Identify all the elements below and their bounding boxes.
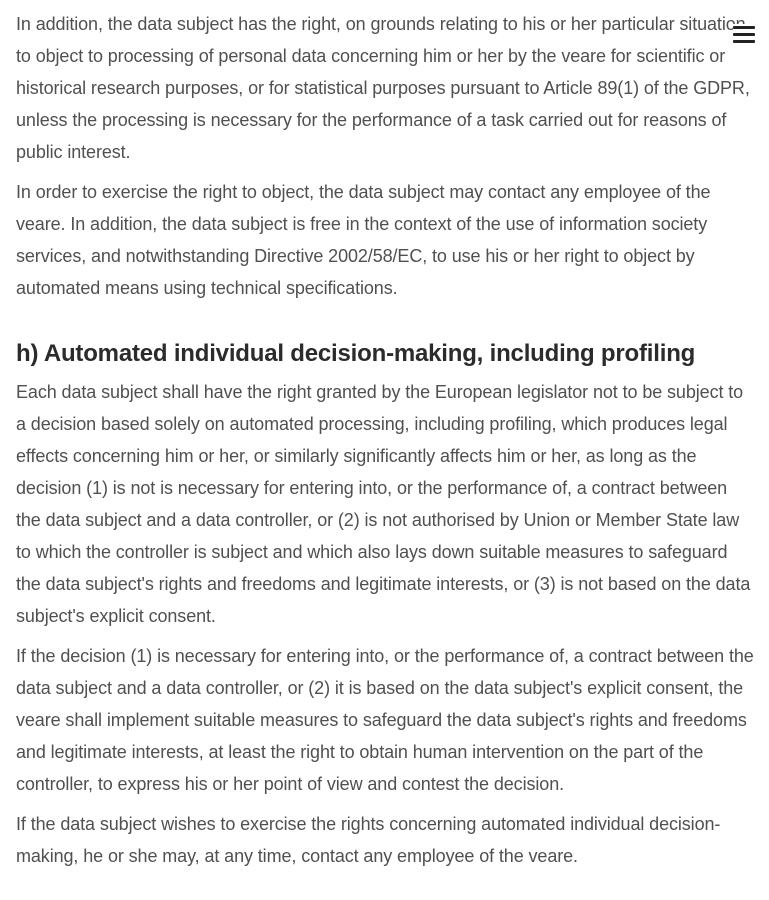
document-content: In addition, the data subject has the ri… (16, 8, 756, 880)
paragraph-automated-decision-contact: If the data subject wishes to exercise t… (16, 814, 721, 866)
section-heading-automated-decision-making: h) Automated individual decision-making,… (16, 340, 696, 367)
paragraph-automated-decision-safeguards: If the decision (1) is necessary for ent… (16, 646, 754, 794)
menu-bar-top (733, 26, 755, 29)
hamburger-menu-icon[interactable] (733, 24, 755, 44)
paragraph-automated-decision-right: Each data subject shall have the right g… (16, 382, 751, 626)
paragraph-object-research: In addition, the data subject has the ri… (16, 14, 751, 162)
menu-bar-middle (733, 33, 755, 36)
menu-bar-bottom (733, 40, 755, 43)
paragraph-exercise-right-to-object: In order to exercise the right to object… (16, 182, 711, 298)
